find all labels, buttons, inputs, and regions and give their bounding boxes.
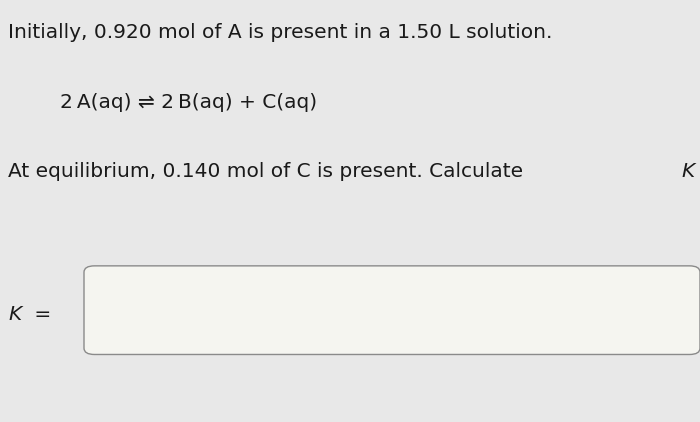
FancyBboxPatch shape xyxy=(84,266,700,354)
Text: K: K xyxy=(8,305,22,324)
Text: At equilibrium, 0.140 mol of C is present. Calculate: At equilibrium, 0.140 mol of C is presen… xyxy=(8,162,530,181)
Text: .: . xyxy=(699,162,700,181)
Text: 2 A(aq) ⇌ 2 B(aq) + C(aq): 2 A(aq) ⇌ 2 B(aq) + C(aq) xyxy=(60,93,316,112)
Text: Initially, 0.920 mol of A is present in a 1.50 L solution.: Initially, 0.920 mol of A is present in … xyxy=(8,23,553,42)
Text: =: = xyxy=(28,305,51,324)
Text: K: K xyxy=(681,162,694,181)
